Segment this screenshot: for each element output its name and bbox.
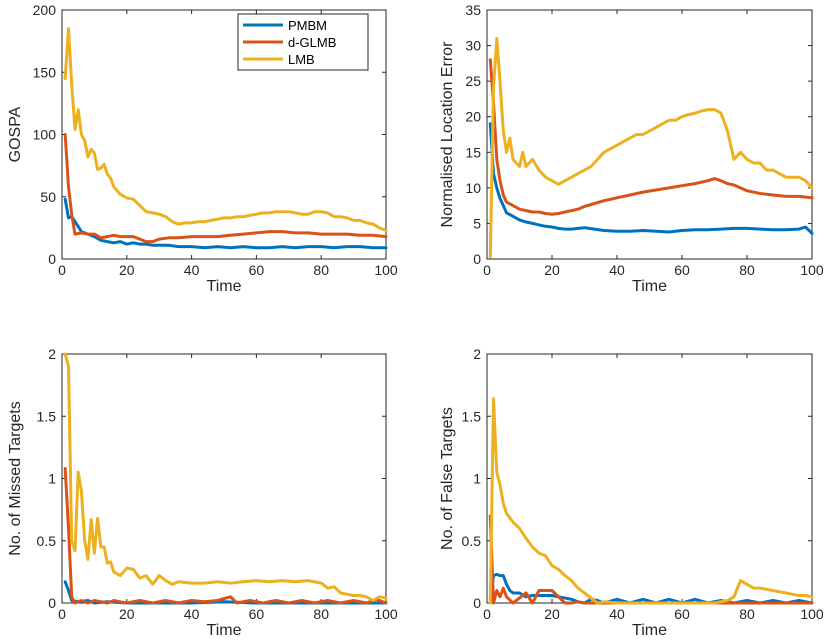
subplot-grid: 0 20 40 60 80 100050100150200TimeGOSPAPMBMd-G… — [7, 2, 824, 639]
subplot-1: 0 20 40 60 80 100 0 50 100 150 200 Time GOSPA PMBM d-G… — [7, 2, 398, 295]
legend-label: d-GLMB — [288, 35, 336, 50]
y-tick-label: 10 — [465, 180, 481, 196]
y-tick-label: 1.5 — [37, 408, 57, 424]
x-tick-label: 40 — [609, 262, 625, 278]
y-axis-label: GOSPA — [7, 106, 24, 162]
y-tick-label: 0 — [48, 595, 56, 611]
plot-area — [61, 353, 387, 604]
series-line-lmb — [488, 37, 814, 259]
y-tick-label: 2 — [473, 346, 481, 362]
x-tick-label: 40 — [184, 262, 200, 278]
x-tick-label: 20 — [544, 606, 560, 622]
series-line-d-glmb — [63, 133, 388, 244]
y-tick-label: 25 — [465, 73, 481, 89]
x-tick-label: 0 — [58, 606, 66, 622]
y-tick-label: 0 — [473, 595, 481, 611]
x-tick-label: 80 — [739, 606, 755, 622]
series-line-d-glmb — [488, 58, 814, 216]
x-tick-label: 80 — [739, 262, 755, 278]
y-tick-label: 1 — [473, 471, 481, 487]
y-tick-label: 30 — [465, 38, 481, 54]
subplot-3: 0 20 40 60 80 100 0 0.5 1 1.5 2 Time No. of Missed T… — [7, 346, 398, 639]
y-tick-label: 200 — [33, 2, 57, 18]
series-line-lmb — [488, 397, 814, 605]
x-tick-label: 100 — [374, 262, 398, 278]
x-tick-label: 80 — [313, 606, 329, 622]
y-tick-label: 0.5 — [462, 533, 482, 549]
y-tick-label: 1 — [48, 471, 56, 487]
legend: PMBM d-GLMB LMB — [237, 13, 369, 71]
x-tick-label: 60 — [249, 262, 265, 278]
x-tick-label: 100 — [374, 606, 398, 622]
x-tick-label: 40 — [609, 606, 625, 622]
series-line-pmbm — [488, 122, 814, 235]
x-axis-label: Time — [207, 622, 242, 639]
series-line-d-glmb — [63, 467, 388, 605]
subplot-4: 0 20 40 60 80 100 0 0.5 1 1.5 2 Time No. of False Ta… — [439, 346, 824, 639]
x-tick-label: 20 — [119, 606, 135, 622]
x-tick-label: 100 — [800, 606, 824, 622]
subplot-2: 0 20 40 60 80 100 0 5 10 15 20 25 30 35 Time Normalised… — [439, 2, 824, 295]
y-tick-label: 1.5 — [462, 408, 482, 424]
x-axis-label: Time — [207, 278, 242, 295]
series-line-lmb — [63, 352, 388, 602]
x-tick-label: 80 — [313, 262, 329, 278]
y-tick-label: 0 — [48, 251, 56, 267]
y-tick-label: 20 — [465, 109, 481, 125]
y-axis-label: No. of False Targets — [439, 407, 456, 550]
x-tick-label: 20 — [119, 262, 135, 278]
x-tick-label: 60 — [674, 262, 690, 278]
x-tick-label: 40 — [184, 606, 200, 622]
x-tick-label: 20 — [544, 262, 560, 278]
y-axis-label: Normalised Location Error — [439, 41, 456, 228]
y-tick-label: 50 — [40, 189, 56, 205]
x-tick-label: 60 — [249, 606, 265, 622]
legend-label: LMB — [288, 52, 315, 67]
y-tick-label: 0 — [473, 251, 481, 267]
x-tick-label: 0 — [58, 262, 66, 278]
y-tick-label: 5 — [473, 215, 481, 231]
plot-area — [486, 353, 813, 604]
y-tick-label: 15 — [465, 144, 481, 160]
y-tick-label: 0.5 — [37, 533, 57, 549]
x-tick-label: 100 — [800, 262, 824, 278]
x-axis-label: Time — [632, 622, 667, 639]
y-tick-label: 35 — [465, 2, 481, 18]
x-axis-label: Time — [632, 278, 667, 295]
x-tick-label: 0 — [483, 606, 491, 622]
plot-area — [486, 9, 813, 260]
legend-label: PMBM — [288, 18, 327, 33]
y-tick-label: 100 — [33, 127, 57, 143]
y-tick-label: 150 — [33, 64, 57, 80]
x-tick-label: 0 — [483, 262, 491, 278]
y-tick-label: 2 — [48, 346, 56, 362]
series-line-lmb — [63, 27, 388, 232]
y-axis-label: No. of Missed Targets — [7, 401, 24, 555]
x-tick-label: 60 — [674, 606, 690, 622]
